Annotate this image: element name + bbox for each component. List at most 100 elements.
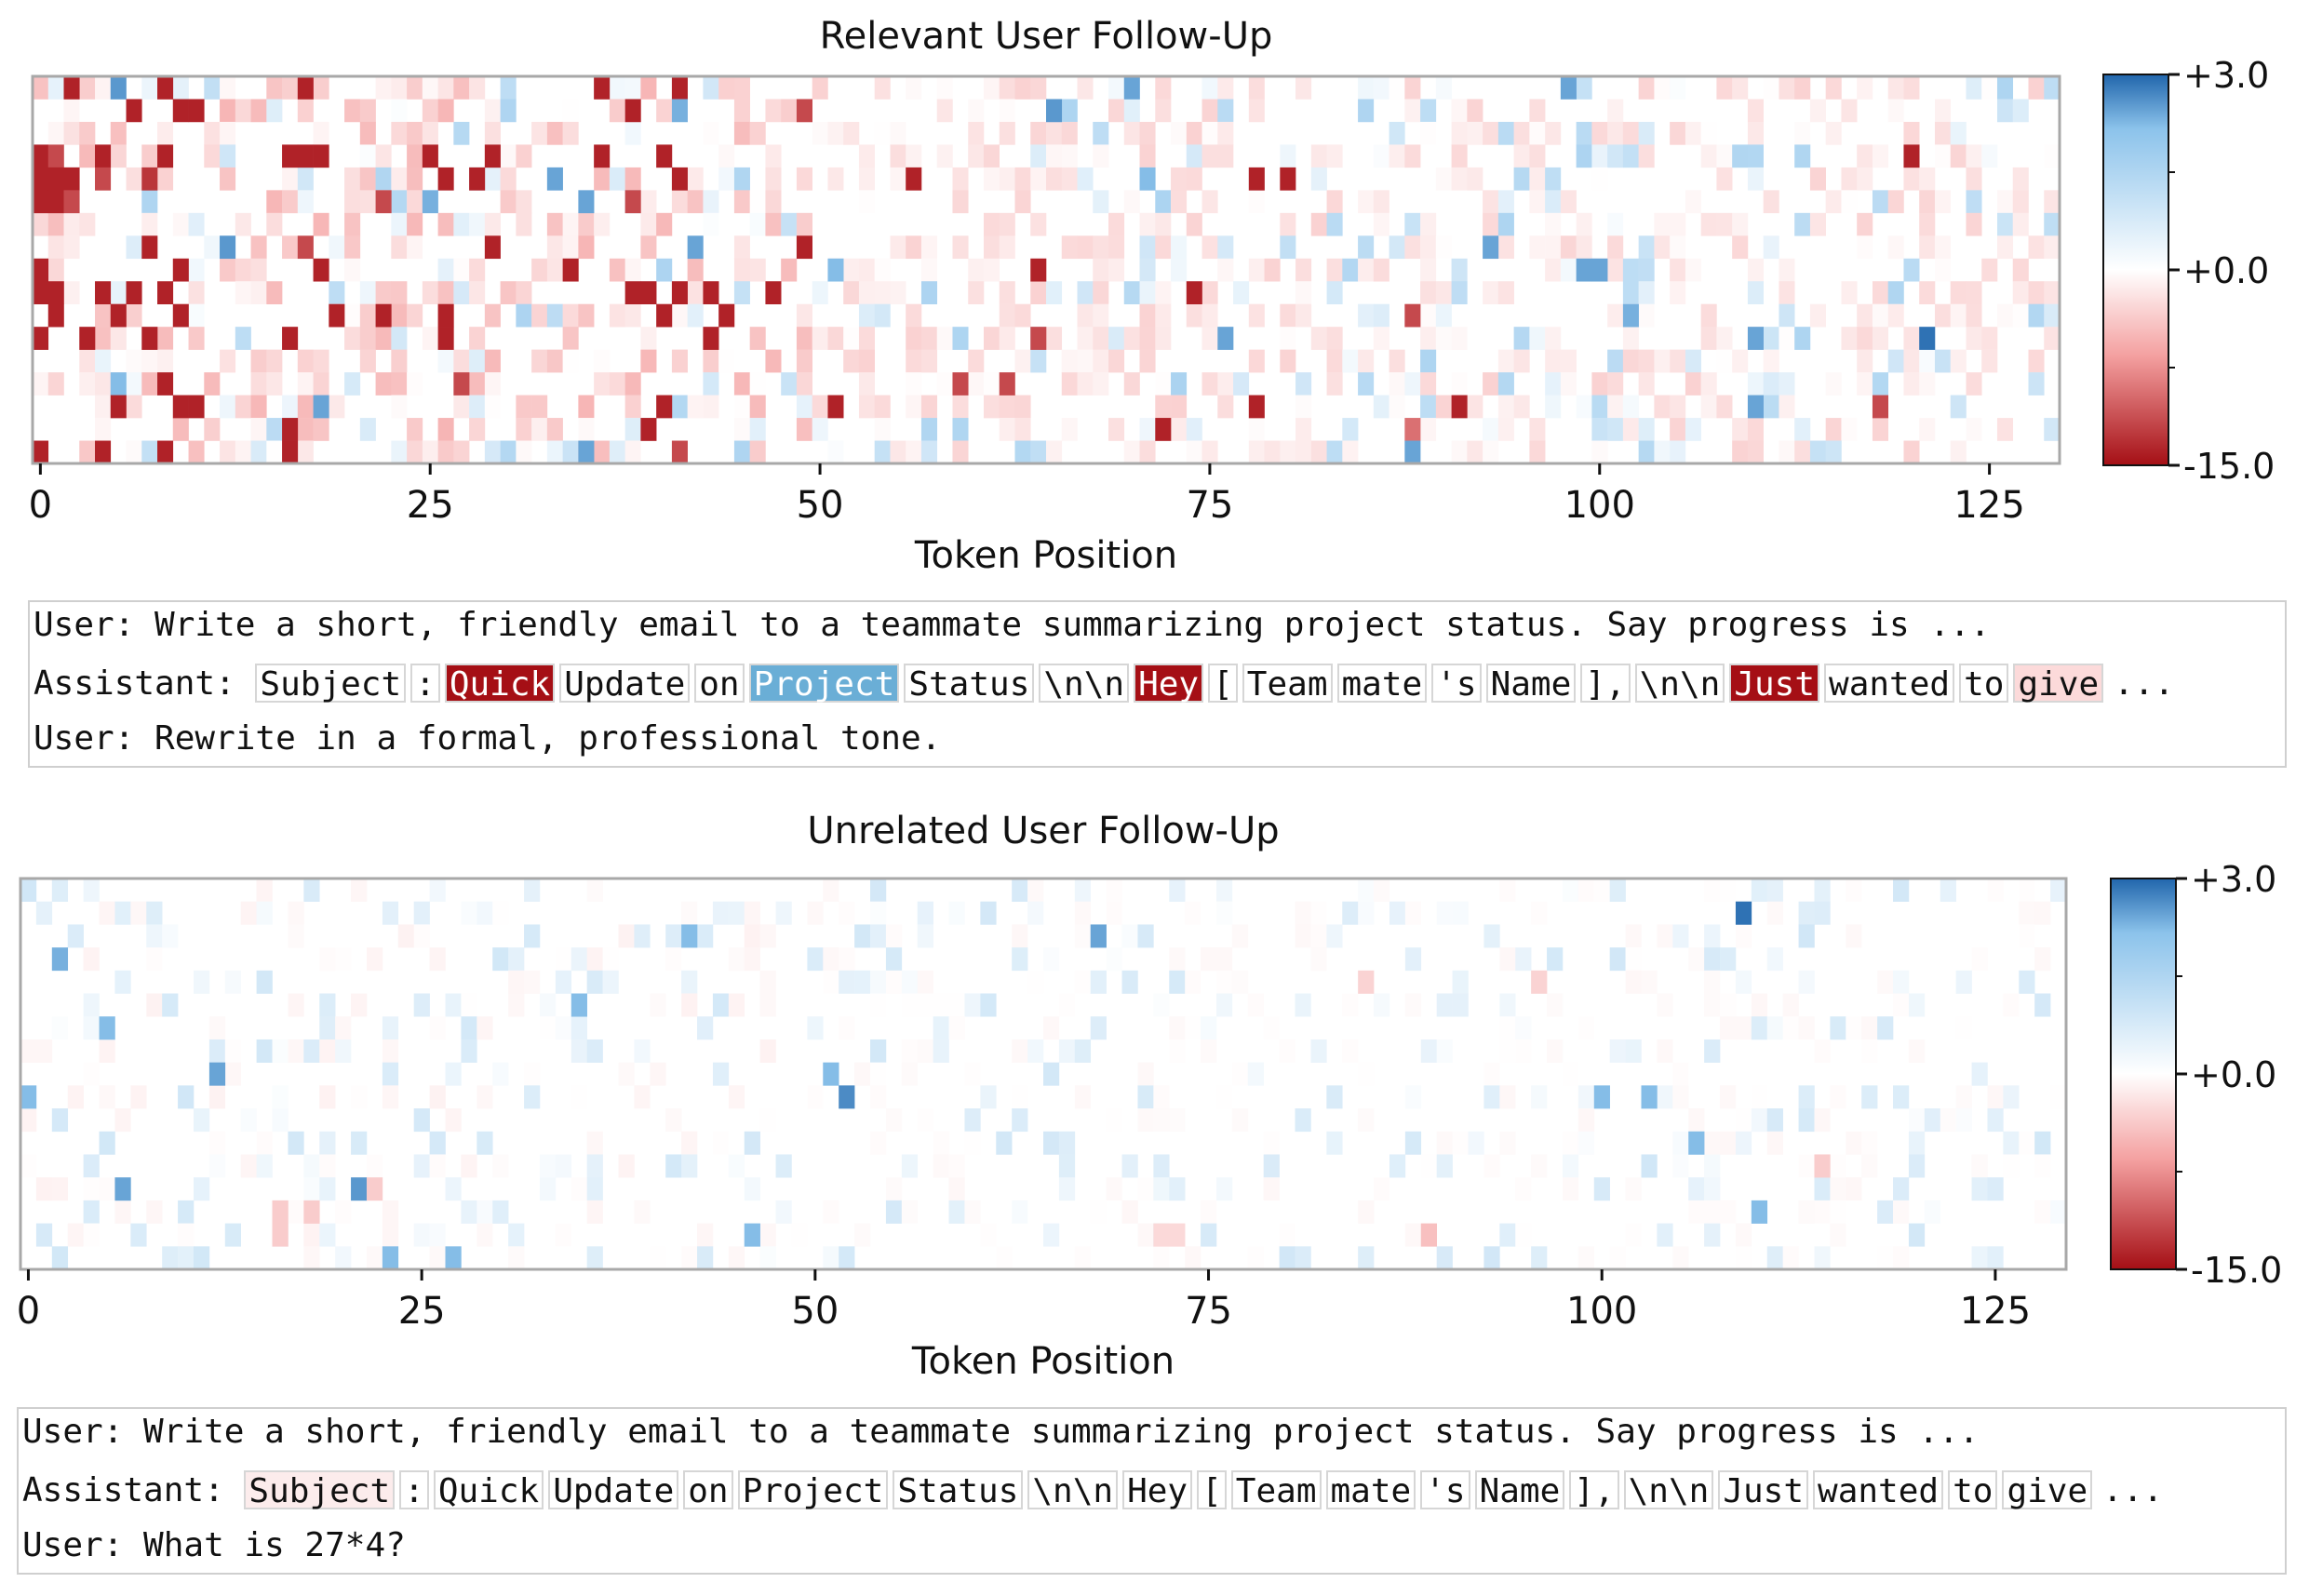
heatmap-cell xyxy=(1779,258,1795,282)
heatmap-cell xyxy=(67,1085,84,1109)
heatmap-cell xyxy=(282,440,299,464)
heatmap-cell xyxy=(1638,372,1655,396)
heatmap-cell xyxy=(1186,418,1202,441)
heatmap-cell xyxy=(1171,167,1188,191)
heatmap-cell xyxy=(687,303,704,328)
heatmap-cell xyxy=(1688,1108,1705,1133)
heatmap-cell xyxy=(1123,99,1140,123)
heatmap-cell xyxy=(344,167,361,191)
heatmap-cell xyxy=(413,901,430,925)
heatmap-cell xyxy=(609,167,625,191)
heatmap-cell xyxy=(1893,878,1910,903)
heatmap-cell xyxy=(1735,924,1752,948)
x-tick-label: 50 xyxy=(797,484,844,527)
heatmap-cell xyxy=(964,1131,981,1155)
heatmap-cell xyxy=(500,76,517,100)
heatmap-cell xyxy=(1420,1039,1437,1063)
heatmap-cell xyxy=(1061,167,1078,191)
heatmap-cell xyxy=(687,235,704,260)
heatmap-cell xyxy=(1248,76,1265,100)
heatmap-cell xyxy=(1030,167,1047,191)
heatmap-cell xyxy=(858,372,876,396)
heatmap-cell xyxy=(586,947,603,972)
heatmap-cell xyxy=(1046,144,1063,168)
heatmap-cell xyxy=(1451,372,1468,396)
heatmap-cell xyxy=(539,993,557,1017)
heatmap-cell xyxy=(1139,303,1156,328)
heatmap-cell xyxy=(250,418,267,441)
heatmap-cell xyxy=(640,190,657,214)
heatmap-cell xyxy=(391,99,408,123)
heatmap-cell xyxy=(63,235,80,260)
heatmap-cell xyxy=(2012,258,2029,282)
heatmap-cell xyxy=(1966,372,1982,396)
heatmap-cell xyxy=(79,76,96,100)
heatmap-cell xyxy=(469,327,486,350)
assistant-token: Quick xyxy=(433,1470,544,1510)
heatmap-cell xyxy=(1139,418,1156,441)
heatmap-cell xyxy=(1123,121,1140,145)
heatmap-cell xyxy=(366,1177,383,1201)
heatmap-cell xyxy=(901,1039,919,1063)
heatmap-cell xyxy=(1966,212,1982,236)
heatmap-cell xyxy=(999,395,1015,419)
heatmap-cell xyxy=(839,1085,855,1109)
heatmap-cell xyxy=(1887,281,1904,305)
heatmap-cell xyxy=(288,924,304,948)
heatmap-cell xyxy=(1264,440,1281,464)
heatmap-cell xyxy=(624,395,641,419)
heatmap-cell xyxy=(1058,993,1076,1017)
heatmap-cell xyxy=(712,901,730,925)
heatmap-cell xyxy=(1373,395,1389,419)
heatmap-cell xyxy=(110,395,127,419)
heatmap-cell xyxy=(1121,1200,1138,1224)
heatmap-cell xyxy=(63,76,80,100)
heatmap-cell xyxy=(1090,970,1107,994)
heatmap-cell xyxy=(1779,327,1795,350)
heatmap-cell xyxy=(2044,327,2061,350)
heatmap-cell xyxy=(516,190,532,214)
conversation-user-line: User: Write a short, friendly email to a… xyxy=(34,606,1991,644)
heatmap-cell xyxy=(968,372,985,396)
heatmap-cell xyxy=(492,1062,509,1086)
heatmap-cell xyxy=(796,235,812,260)
heatmap-cell xyxy=(712,1131,730,1155)
heatmap-cell xyxy=(906,167,922,191)
heatmap-cell xyxy=(1012,1039,1028,1063)
heatmap-cell xyxy=(1231,970,1249,994)
heatmap-cell xyxy=(79,440,96,464)
assistant-token: on xyxy=(683,1470,733,1510)
heatmap-cell xyxy=(375,303,392,328)
heatmap-cell xyxy=(63,121,80,145)
heatmap-cell xyxy=(1638,349,1655,373)
heatmap-cell xyxy=(1077,372,1094,396)
heatmap-cell xyxy=(51,1108,69,1133)
heatmap-cell xyxy=(63,212,80,236)
heatmap-cell xyxy=(1046,167,1063,191)
heatmap-cell xyxy=(1685,418,1701,441)
heatmap-cell xyxy=(1830,1154,1846,1178)
heatmap-cell xyxy=(297,144,314,168)
heatmap-cell xyxy=(297,235,314,260)
heatmap-cell xyxy=(99,1085,115,1109)
heatmap-cell xyxy=(1295,924,1311,948)
heatmap-cell xyxy=(1404,144,1421,168)
heatmap-cell xyxy=(781,258,798,282)
heatmap-cell xyxy=(703,212,719,236)
heatmap-cell xyxy=(1451,327,1468,350)
heatmap-cell xyxy=(640,327,657,350)
heatmap-cell xyxy=(382,1062,399,1086)
heatmap-cell xyxy=(1798,970,1815,994)
heatmap-cell xyxy=(594,212,611,236)
heatmap-cell xyxy=(1108,235,1125,260)
heatmap-cell xyxy=(1919,372,1936,396)
heatmap-cell xyxy=(382,1246,399,1270)
heatmap-cell xyxy=(920,418,938,441)
heatmap-cell xyxy=(20,1154,37,1178)
heatmap-cell xyxy=(1248,167,1265,191)
heatmap-cell xyxy=(1326,144,1343,168)
heatmap-cell xyxy=(1903,121,1920,145)
heatmap-cell xyxy=(870,993,887,1017)
heatmap-cell xyxy=(1310,167,1327,191)
heatmap-cell xyxy=(344,372,361,396)
